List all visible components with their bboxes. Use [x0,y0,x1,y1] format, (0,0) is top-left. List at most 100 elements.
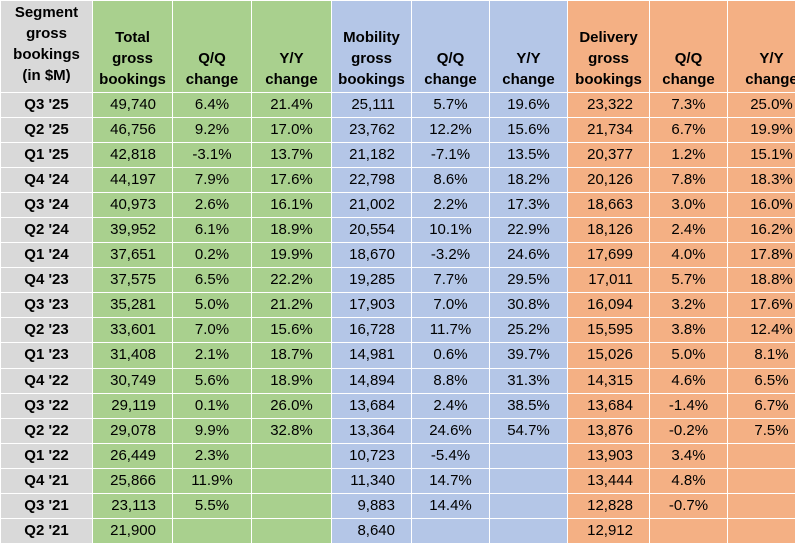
mobility-qq-cell [412,518,490,543]
delivery-qq-cell: 3.2% [650,293,728,318]
mobility-bookings-cell: 11,340 [332,468,412,493]
total-yy-cell: 18.7% [252,343,332,368]
mobility-qq-cell: 11.7% [412,318,490,343]
delivery-bookings-cell: 20,126 [568,168,650,193]
header-line: Delivery [579,29,637,46]
delivery-yy-cell: 18.8% [728,268,795,293]
delivery-yy-cell: 19.9% [728,118,795,143]
total-bookings-cell: 25,866 [93,468,173,493]
delivery-bookings-cell: 17,699 [568,243,650,268]
mobility-qq-cell: 7.0% [412,293,490,318]
mobility-yy-cell [490,468,568,493]
header-line: Y/Y [516,50,540,67]
quarter-cell: Q2 '23 [1,318,93,343]
delivery-bookings-cell: 12,912 [568,518,650,543]
delivery-bookings-cell: 13,684 [568,393,650,418]
delivery-qq-cell: 4.8% [650,468,728,493]
total-bookings-cell: 21,900 [93,518,173,543]
total-qq-cell: 2.3% [173,443,252,468]
quarter-cell: Q1 '24 [1,243,93,268]
mobility-qq-cell: 10.1% [412,218,490,243]
total-qq-cell: 9.2% [173,118,252,143]
header-line: bookings [99,71,166,88]
total-bookings-cell: 46,756 [93,118,173,143]
delivery-bookings-cell: 17,011 [568,268,650,293]
mobility-yy-cell: 22.9% [490,218,568,243]
quarter-cell: Q1 '25 [1,143,93,168]
delivery-bookings-cell: 13,444 [568,468,650,493]
total-qq-cell: 6.1% [173,218,252,243]
delivery-yy-cell: 17.6% [728,293,795,318]
delivery-bookings-cell: 13,903 [568,443,650,468]
mobility-yy-cell: 19.6% [490,93,568,118]
mobility-yy-cell: 18.2% [490,168,568,193]
mobility-yy-cell: 25.2% [490,318,568,343]
total-qq-cell: 9.9% [173,418,252,443]
delivery-bookings-cell: 23,322 [568,93,650,118]
total-yy-cell [252,443,332,468]
total-bookings-cell: 30,749 [93,368,173,393]
delivery-bookings-cell: 14,315 [568,368,650,393]
total-bookings-cell: 35,281 [93,293,173,318]
mobility-bookings-cell: 21,002 [332,193,412,218]
mobility-bookings-cell: 10,723 [332,443,412,468]
quarter-cell: Q3 '24 [1,193,93,218]
mobility-qq-cell: 14.4% [412,493,490,518]
header-line: change [186,71,239,88]
header-line: change [662,71,715,88]
mobility-yy-cell [490,518,568,543]
total-yy-cell [252,493,332,518]
total-qq-cell: -3.1% [173,143,252,168]
total-yy-cell: 15.6% [252,318,332,343]
total-bookings-cell: 33,601 [93,318,173,343]
total-bookings-cell: 39,952 [93,218,173,243]
mobility-yy-cell: 54.7% [490,418,568,443]
mobility-qq-cell: 2.2% [412,193,490,218]
delivery-qq-cell: 3.8% [650,318,728,343]
delivery-bookings-cell: 15,595 [568,318,650,343]
total-yy-cell: 18.9% [252,368,332,393]
mobility-bookings-cell: 20,554 [332,218,412,243]
total-qq-cell: 0.1% [173,393,252,418]
mobility-yy-cell: 17.3% [490,193,568,218]
mobility-qq-cell: 2.4% [412,393,490,418]
quarter-cell: Q2 '22 [1,418,93,443]
total-yy-cell [252,468,332,493]
quarter-cell: Q2 '21 [1,518,93,543]
delivery-yy-cell: 6.5% [728,368,795,393]
header-line: gross [588,50,629,67]
header-line: gross [351,50,392,67]
total-qq-cell: 5.0% [173,293,252,318]
mobility-qq-cell: 24.6% [412,418,490,443]
delivery-bookings-cell: 18,126 [568,218,650,243]
mobility-yy-cell: 13.5% [490,143,568,168]
mobility-qq-cell: -5.4% [412,443,490,468]
delivery-qq-cell: 2.4% [650,218,728,243]
total-bookings-cell: 26,449 [93,443,173,468]
header-line: Q/Q [437,50,465,67]
quarter-cell: Q4 '22 [1,368,93,393]
mobility-yy-cell: 29.5% [490,268,568,293]
delivery-qq-cell: 3.0% [650,193,728,218]
quarter-cell: Q2 '24 [1,218,93,243]
delivery-qq-cell: 1.2% [650,143,728,168]
delivery-qq-cell: 4.0% [650,243,728,268]
total-bookings-cell: 40,973 [93,193,173,218]
delivery-qq-cell [650,518,728,543]
mobility-yy-cell: 39.7% [490,343,568,368]
total-bookings-cell: 42,818 [93,143,173,168]
total-yy-cell [252,518,332,543]
delivery-yy-cell: 7.5% [728,418,795,443]
total-yy-cell: 26.0% [252,393,332,418]
delivery-qq-cell: 5.7% [650,268,728,293]
